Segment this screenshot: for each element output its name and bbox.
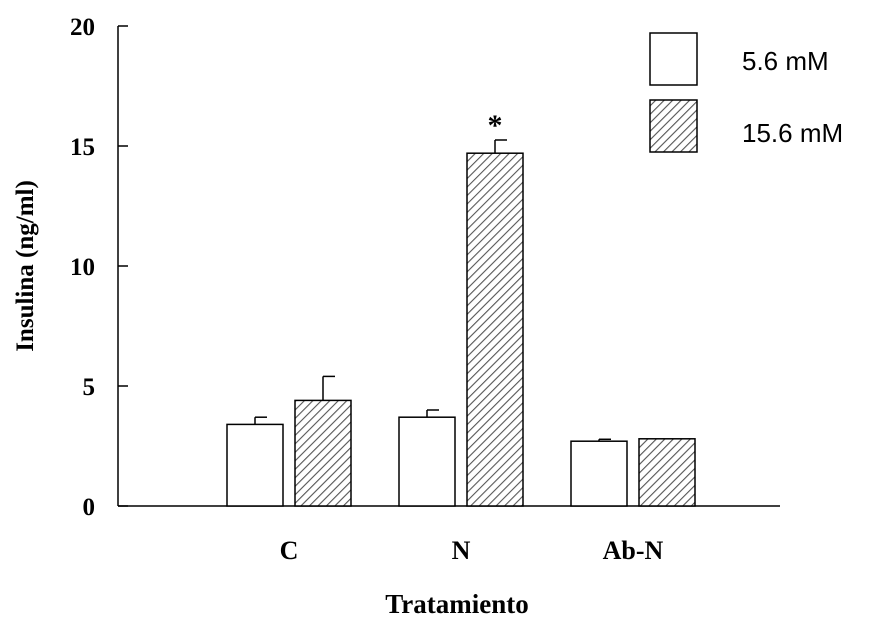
significance-asterisk: * xyxy=(488,109,503,142)
y-axis-title: Insulina (ng/ml) xyxy=(12,180,39,352)
legend-swatch-15-6mm xyxy=(649,99,698,153)
x-tick-labels: C N Ab-N xyxy=(280,536,664,565)
legend-swatch-5-6mm xyxy=(649,32,698,86)
y-tick-label: 10 xyxy=(70,254,95,281)
legend-label-5-6mm: 5.6 mM xyxy=(742,46,829,76)
y-tick-label: 5 xyxy=(83,374,96,401)
y-tick-label: 20 xyxy=(70,14,95,41)
bar-ab-n-series-1 xyxy=(570,440,628,507)
bar-n-series-2 xyxy=(466,152,524,507)
x-tick-label: C xyxy=(280,536,299,565)
bar-c-series-2 xyxy=(294,399,352,507)
x-tick-label: N xyxy=(452,536,471,565)
y-tick-label: 15 xyxy=(70,134,95,161)
bar-ab-n-series-2 xyxy=(638,438,696,507)
legend-label-15-6mm: 15.6 mM xyxy=(742,118,843,148)
bar-n-series-1 xyxy=(398,416,456,507)
x-axis-title: Tratamiento xyxy=(385,589,528,617)
y-ticks: 0 5 10 15 20 xyxy=(70,14,128,521)
x-tick-label: Ab-N xyxy=(603,536,664,565)
y-tick-label: 0 xyxy=(83,494,96,521)
legend: 5.6 mM 15.6 mM xyxy=(649,32,843,153)
bar-c-series-1 xyxy=(226,423,284,507)
bars: * xyxy=(226,109,696,507)
